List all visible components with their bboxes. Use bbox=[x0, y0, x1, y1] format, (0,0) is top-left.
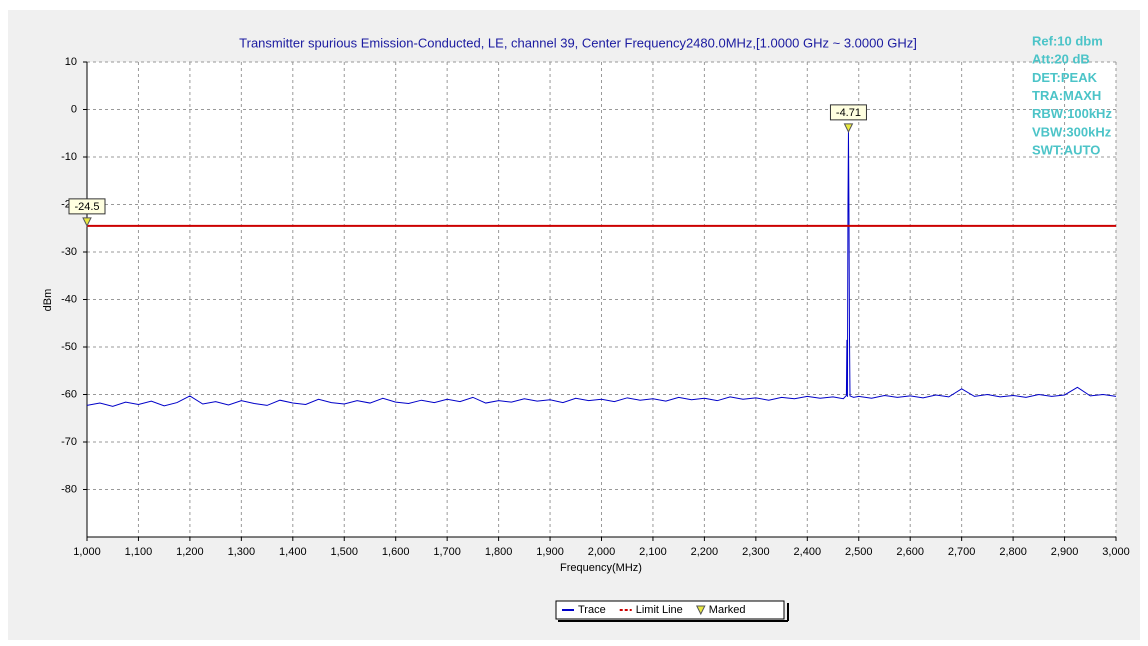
marker-label-box bbox=[829, 104, 867, 121]
x-tick-label: 2,600 bbox=[896, 546, 924, 558]
x-tick-label: 1,500 bbox=[330, 546, 358, 558]
x-tick-label: 1,700 bbox=[433, 546, 461, 558]
info-text: VBW:300kHz bbox=[1032, 124, 1112, 139]
x-tick-label: 1,300 bbox=[228, 546, 256, 558]
legend-label: Trace bbox=[578, 604, 606, 616]
marker-label-box bbox=[68, 198, 106, 215]
series-line bbox=[86, 131, 1117, 407]
marker bbox=[82, 217, 92, 227]
x-tick-label: 1,800 bbox=[485, 546, 513, 558]
chart-title: Transmitter spurious Emission-Conducted,… bbox=[239, 35, 917, 50]
x-axis-label: Frequency(MHz) bbox=[560, 562, 642, 574]
legend-box bbox=[555, 600, 785, 620]
x-tick-label: 1,600 bbox=[382, 546, 410, 558]
info-text: Ref:10 dbm bbox=[1032, 33, 1103, 48]
legend-label: Marked bbox=[709, 604, 746, 616]
y-tick-label: -10 bbox=[61, 151, 77, 163]
x-tick-label: 3,000 bbox=[1102, 546, 1130, 558]
x-tick-label: 2,400 bbox=[794, 546, 822, 558]
info-text: SWT:AUTO bbox=[1032, 143, 1100, 158]
marker-label: -4.71 bbox=[836, 107, 861, 119]
x-tick-label: 2,500 bbox=[845, 546, 873, 558]
info-text: DET:PEAK bbox=[1032, 70, 1098, 85]
marker-label: -24.5 bbox=[74, 201, 99, 213]
y-tick-label: -60 bbox=[61, 388, 77, 400]
info-text: TRA:MAXH bbox=[1032, 88, 1101, 103]
x-tick-label: 2,700 bbox=[948, 546, 976, 558]
y-tick-label: 10 bbox=[65, 56, 77, 68]
info-text: RBW:100kHz bbox=[1032, 106, 1112, 121]
x-tick-label: 1,900 bbox=[536, 546, 564, 558]
info-text: Att:20 dB bbox=[1032, 52, 1090, 67]
y-tick-label: -50 bbox=[61, 341, 77, 353]
y-tick-label: -30 bbox=[61, 246, 77, 258]
x-tick-label: 1,400 bbox=[279, 546, 307, 558]
x-tick-label: 2,800 bbox=[999, 546, 1027, 558]
y-tick-label: -40 bbox=[61, 293, 77, 305]
x-tick-label: 1,000 bbox=[73, 546, 101, 558]
x-tick-label: 2,300 bbox=[742, 546, 770, 558]
x-tick-label: 2,100 bbox=[639, 546, 667, 558]
x-tick-label: 1,100 bbox=[125, 546, 153, 558]
y-tick-label: 0 bbox=[71, 103, 77, 115]
x-tick-label: 1,200 bbox=[176, 546, 204, 558]
x-tick-label: 2,200 bbox=[691, 546, 719, 558]
x-tick-label: 2,900 bbox=[1051, 546, 1079, 558]
y-tick-label: -80 bbox=[61, 483, 77, 495]
legend-label: Limit Line bbox=[636, 604, 683, 616]
y-tick-label: -70 bbox=[61, 436, 77, 448]
y-axis-label: dBm bbox=[42, 289, 54, 312]
legend-swatch bbox=[695, 605, 706, 616]
x-tick-label: 2,000 bbox=[588, 546, 616, 558]
marker bbox=[843, 123, 854, 133]
